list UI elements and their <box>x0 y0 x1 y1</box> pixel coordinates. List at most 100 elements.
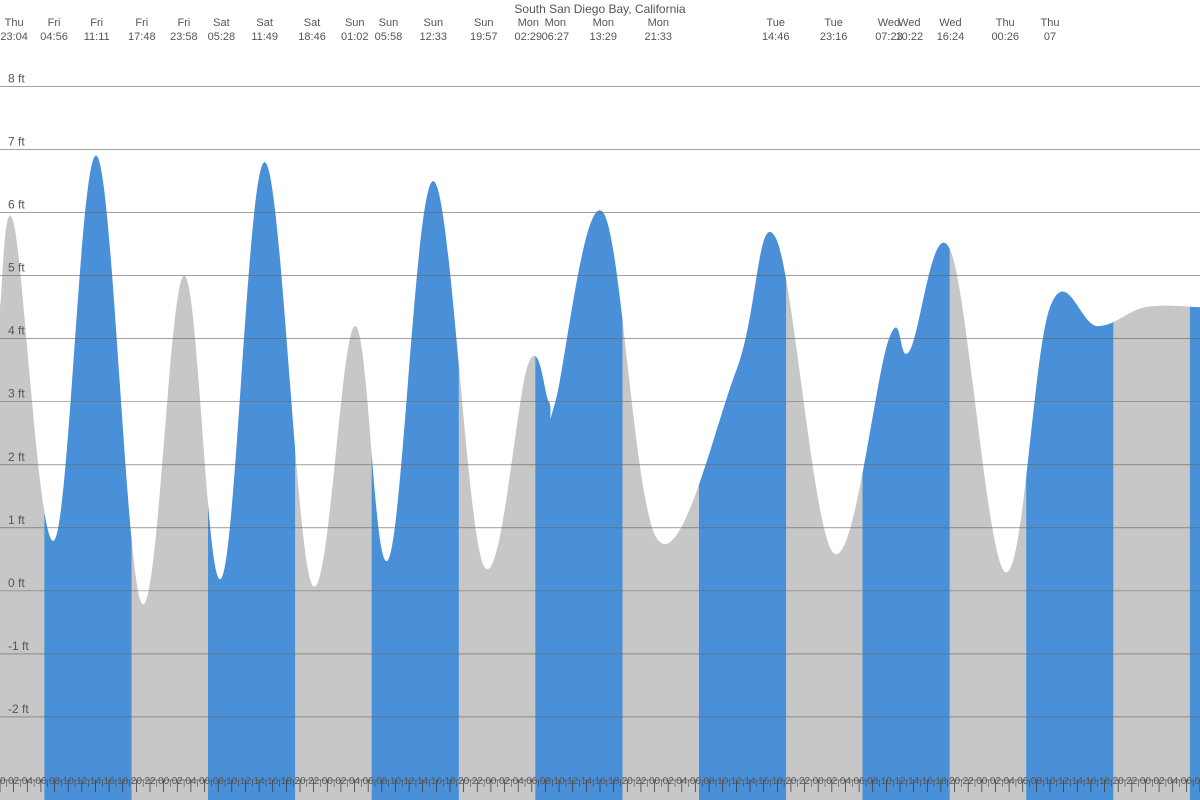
x-axis-label: 06 <box>1017 776 1029 787</box>
x-axis-label: 18 <box>1099 776 1111 787</box>
extreme-day-label: Wed <box>898 17 920 29</box>
extreme-day-label: Mon <box>648 17 669 29</box>
x-axis-label: 04 <box>1167 776 1179 787</box>
x-axis-label: 00 <box>976 776 988 787</box>
x-axis-label: 22 <box>1126 776 1138 787</box>
extreme-day-label: Sat <box>256 17 273 29</box>
extreme-day-label: Wed <box>878 17 900 29</box>
x-axis-label: 16 <box>594 776 606 787</box>
extreme-day-label: Sun <box>424 17 444 29</box>
x-axis-label: 04 <box>840 776 852 787</box>
extreme-day-label: Sat <box>213 17 230 29</box>
x-axis-label: 00 <box>813 776 825 787</box>
x-axis-label: 08 <box>867 776 879 787</box>
x-axis-label: 14 <box>90 776 102 787</box>
x-axis-label: 18 <box>281 776 293 787</box>
x-axis-label: 18 <box>935 776 947 787</box>
extreme-day-label: Tue <box>766 17 785 29</box>
extreme-time-label: 14:46 <box>762 31 790 43</box>
y-axis-label: 8 ft <box>8 72 25 86</box>
x-axis-label: 16 <box>1085 776 1097 787</box>
x-axis-label: 08 <box>1031 776 1043 787</box>
x-axis-label: 22 <box>635 776 647 787</box>
x-axis-label: 16 <box>431 776 443 787</box>
extreme-time-label: 05:58 <box>375 31 403 43</box>
x-axis-label: 20 <box>1113 776 1125 787</box>
extreme-time-label: 23:04 <box>0 31 28 43</box>
extreme-time-label: 02:29 <box>515 31 543 43</box>
y-axis-label: 5 ft <box>8 261 25 275</box>
extreme-day-label: Fri <box>90 17 103 29</box>
extreme-time-label: 18:46 <box>298 31 326 43</box>
extreme-time-label: 06:27 <box>542 31 570 43</box>
x-axis-label: 06 <box>363 776 375 787</box>
x-axis-label: 00 <box>649 776 661 787</box>
extreme-time-label: 23:58 <box>170 31 198 43</box>
extreme-time-label: 11:49 <box>251 31 278 43</box>
x-axis-label: 10 <box>717 776 729 787</box>
x-axis-label: 08 <box>376 776 388 787</box>
x-axis-label: 22 <box>472 776 484 787</box>
x-axis-label: 08 <box>213 776 225 787</box>
x-axis-label: 10 <box>1044 776 1056 787</box>
x-axis-label: 18 <box>444 776 456 787</box>
x-axis-label: 06 <box>854 776 866 787</box>
x-axis-label: 20 <box>622 776 634 787</box>
x-axis-label: 12 <box>404 776 416 787</box>
extreme-day-label: Mon <box>545 17 566 29</box>
x-axis-label: 06 <box>526 776 538 787</box>
extreme-day-label: Tue <box>824 17 843 29</box>
x-axis-label: 08 <box>704 776 716 787</box>
x-axis-label: 10 <box>881 776 893 787</box>
x-axis-label: 02 <box>990 776 1002 787</box>
x-axis-label: 02 <box>499 776 511 787</box>
y-axis-label: 6 ft <box>8 198 25 212</box>
extreme-day-label: Sun <box>474 17 494 29</box>
x-axis-label: 00 <box>158 776 170 787</box>
x-axis-label: 04 <box>22 776 34 787</box>
x-axis-label: 20 <box>785 776 797 787</box>
extreme-day-label: Mon <box>593 17 614 29</box>
x-axis-label: 06 <box>35 776 47 787</box>
x-axis-label: 02 <box>335 776 347 787</box>
extreme-time-label: 00:26 <box>991 31 1019 43</box>
x-axis-label: 02 <box>172 776 184 787</box>
x-axis-label: 14 <box>581 776 593 787</box>
x-axis-label: 14 <box>908 776 920 787</box>
x-axis-label: 14 <box>1072 776 1084 787</box>
x-axis-label: 18 <box>772 776 784 787</box>
x-axis-label: 22 <box>144 776 156 787</box>
x-axis-label: 10 <box>554 776 566 787</box>
extreme-day-label: Mon <box>518 17 539 29</box>
x-axis-label: 04 <box>349 776 361 787</box>
extreme-time-label: 07 <box>1044 31 1056 43</box>
x-axis-label: 08 <box>540 776 552 787</box>
x-axis-label: 14 <box>744 776 756 787</box>
x-axis-label: 22 <box>799 776 811 787</box>
extreme-day-label: Wed <box>939 17 961 29</box>
chart-svg: -2 ft-1 ft0 ft1 ft2 ft3 ft4 ft5 ft6 ft7 … <box>0 0 1200 800</box>
x-axis-label: 14 <box>254 776 266 787</box>
x-axis-label: 22 <box>963 776 975 787</box>
x-axis-label: 02 <box>826 776 838 787</box>
extreme-time-label: 04:56 <box>40 31 68 43</box>
extreme-time-label: 12:33 <box>420 31 448 43</box>
tide-chart: South San Diego Bay, California -2 ft-1 … <box>0 0 1200 800</box>
extreme-day-label: Thu <box>1041 17 1060 29</box>
x-axis-label: 00 <box>322 776 334 787</box>
x-axis-label: 06 <box>690 776 702 787</box>
x-axis-label: 08 <box>49 776 61 787</box>
x-axis-label: 12 <box>731 776 743 787</box>
x-axis-label: 16 <box>104 776 116 787</box>
extreme-day-label: Sat <box>304 17 321 29</box>
x-axis-label: 12 <box>567 776 579 787</box>
chart-title: South San Diego Bay, California <box>0 2 1200 16</box>
x-axis-label: 22 <box>308 776 320 787</box>
x-axis-label: 04 <box>513 776 525 787</box>
x-axis-label: 06 <box>199 776 211 787</box>
x-axis-label: 10 <box>226 776 238 787</box>
x-axis-label: 12 <box>1058 776 1070 787</box>
extreme-time-label: 23:16 <box>820 31 848 43</box>
x-axis-label: 00 <box>485 776 497 787</box>
x-axis-label: 00 <box>0 776 6 787</box>
